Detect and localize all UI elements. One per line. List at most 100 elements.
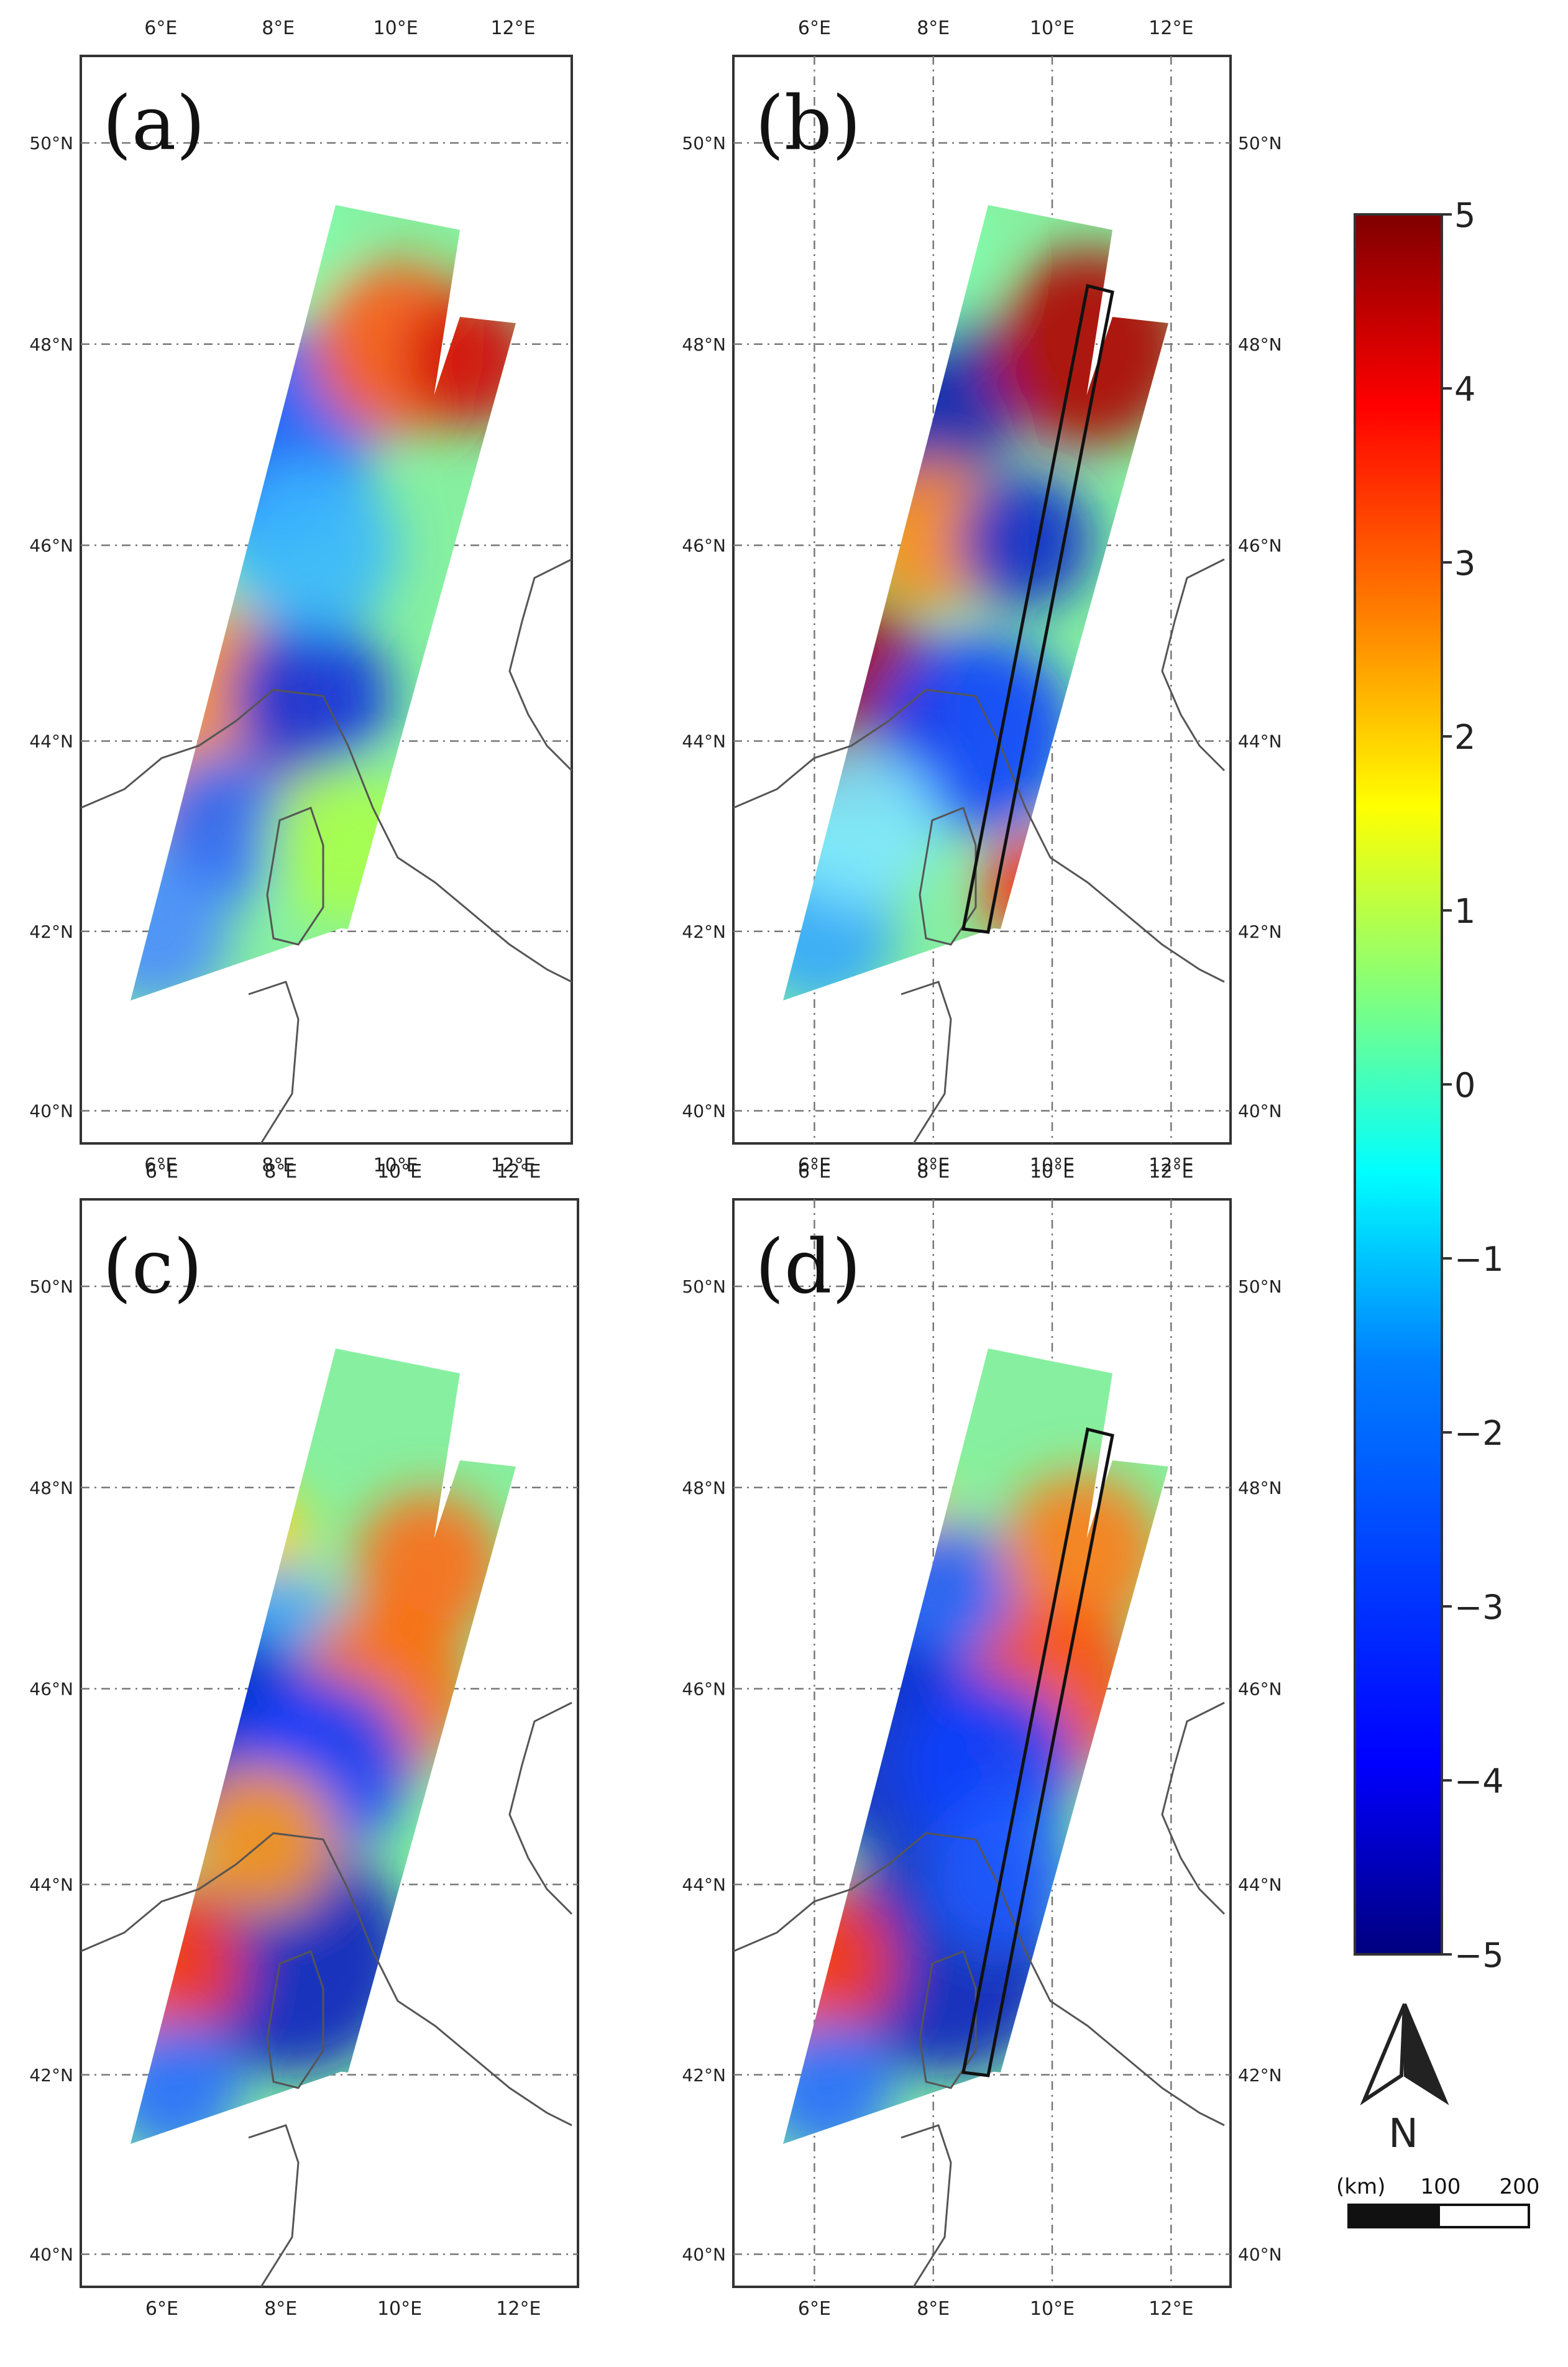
lat-tick-label: 42°N [1238, 922, 1282, 942]
lat-tick-label: 46°N [29, 536, 73, 556]
lat-tick-label: 50°N [682, 1276, 726, 1297]
lon-tick-label: 10°E [1030, 1161, 1075, 1183]
lon-tick-label: 8°E [917, 1161, 950, 1183]
colorbar-tick-label: 1 [1454, 892, 1475, 931]
colorbar-ticks: 5 4 3 2 1 0 −1 −2 −3 −4 −5 [1442, 196, 1504, 1975]
panel-label: (a) [103, 81, 205, 167]
lat-tick-label: 50°N [1238, 133, 1282, 153]
colorbar-tick-label: 3 [1454, 544, 1475, 583]
lat-tick-label: 46°N [682, 536, 726, 556]
lon-tick-label: 8°E [917, 17, 950, 39]
data-swath [733, 205, 1226, 1144]
colorbar-gradient [1354, 213, 1443, 1956]
lat-tick-label: 50°N [29, 1276, 73, 1297]
lat-tick-label: 48°N [1238, 1478, 1282, 1498]
lat-tick-label: 40°N [682, 2245, 726, 2265]
lat-tick-label: 46°N [1238, 1679, 1282, 1700]
lon-tick-label: 6°E [798, 1155, 831, 1176]
lat-tick-label: 40°N [1238, 2245, 1282, 2265]
lon-tick-label: 8°E [262, 17, 295, 39]
map-panel-c: 6°E 6°E 8°E 8°E 10°E 10°E 12°E 12°E 50°N 48°N 46°N… [29, 1161, 579, 2320]
country-borders [80, 558, 573, 1144]
north-arrow-icon: N [1360, 2003, 1449, 2157]
lat-tick-label: 44°N [682, 731, 726, 752]
country-borders [733, 1701, 1226, 2287]
map-panel-b: 6°E 6°E 8°E 8°E 10°E 10°E 12°E 12°E 50°N 50°N 48°N… [682, 17, 1281, 1176]
lat-tick-label: 48°N [1238, 334, 1282, 355]
colorbar-tick-label: 5 [1454, 196, 1475, 235]
colorbar-tick-label: 0 [1454, 1066, 1475, 1105]
map-panels: 6°E6°E8°E8°E10°E10°E12°E12°E50°N48°N46°N… [29, 17, 1281, 2320]
lat-tick-label: 42°N [682, 2065, 726, 2085]
lon-tick-label: 8°E [264, 1161, 297, 1183]
country-borders [80, 1701, 573, 2287]
lon-tick-label: 10°E [374, 17, 418, 39]
lon-tick-label: 10°E [377, 1161, 422, 1183]
colorbar-tick-label: −1 [1454, 1240, 1504, 1279]
lat-tick-label: 46°N [29, 1679, 73, 1700]
lon-tick-label: 6°E [144, 17, 177, 39]
lat-tick-label: 44°N [29, 731, 73, 752]
lon-tick-label: 12°E [490, 1155, 535, 1176]
colorbar: 5 4 3 2 1 0 −1 −2 −3 −4 −5 [1354, 196, 1504, 1975]
lat-tick-label: 42°N [29, 2065, 73, 2085]
lat-tick-label: 46°N [682, 1679, 726, 1700]
lat-tick-label: 46°N [1238, 536, 1282, 556]
track-outline [961, 1427, 1114, 2077]
panel-label: (b) [755, 81, 861, 167]
lon-tick-label: 10°E [1030, 17, 1075, 39]
lon-tick-label: 10°E [374, 1155, 418, 1176]
lon-tick-label: 12°E [1148, 1161, 1193, 1183]
lat-tick-label: 40°N [29, 1101, 73, 1122]
lat-tick-label: 50°N [1238, 1276, 1282, 1297]
lon-tick-label: 8°E [917, 2298, 950, 2320]
lon-tick-label: 12°E [490, 17, 535, 39]
lat-tick-label: 44°N [29, 1875, 73, 1895]
lon-tick-label: 8°E [917, 1155, 950, 1176]
colorbar-tick-label: −2 [1454, 1414, 1504, 1453]
lat-tick-label: 44°N [682, 1875, 726, 1895]
scale-bar-white-segment [1437, 2204, 1530, 2228]
lon-tick-label: 12°E [1148, 2298, 1193, 2320]
lon-tick-label: 8°E [262, 1155, 295, 1176]
scale-bar-black-segment [1347, 2204, 1440, 2228]
colorbar-tick-label: −4 [1454, 1762, 1504, 1801]
lon-tick-label: 10°E [377, 2298, 422, 2320]
lat-tick-label: 48°N [29, 334, 73, 355]
lat-tick-label: 40°N [1238, 1101, 1282, 1122]
lon-tick-label: 8°E [264, 2298, 297, 2320]
lon-tick-label: 12°E [1148, 1155, 1193, 1176]
country-borders [733, 558, 1226, 1144]
lat-tick-label: 42°N [29, 922, 73, 942]
lat-tick-label: 40°N [682, 1101, 726, 1122]
lon-tick-label: 12°E [1148, 17, 1193, 39]
lon-tick-label: 6°E [798, 17, 831, 39]
colorbar-tick-label: −3 [1454, 1588, 1504, 1627]
lon-tick-label: 6°E [145, 1161, 178, 1183]
lat-tick-label: 44°N [1238, 731, 1282, 752]
map-panel-d: 6°E 6°E 8°E 8°E 10°E 10°E 12°E 12°E 50°N 50°N 48°N… [682, 1161, 1281, 2320]
lon-tick-label: 10°E [1030, 2298, 1075, 2320]
map-panel-a: 6°E 6°E 8°E 8°E 10°E 10°E 12°E 12°E 50°N 48°N 46°N… [29, 17, 573, 1176]
scale-bar-unit: (km) [1336, 2174, 1385, 2199]
lat-tick-label: 42°N [682, 922, 726, 942]
track-outline [961, 283, 1114, 934]
scale-bar-label-200: 200 [1500, 2174, 1540, 2199]
lon-tick-label: 10°E [1030, 1155, 1075, 1176]
panel-label: (d) [755, 1224, 861, 1311]
lon-tick-label: 12°E [496, 2298, 541, 2320]
lat-tick-label: 42°N [1238, 2065, 1282, 2085]
scale-bar-label-100: 100 [1421, 2174, 1461, 2199]
north-arrow-label: N [1388, 2111, 1418, 2157]
lat-tick-label: 40°N [29, 2245, 73, 2265]
colorbar-tick-label: 4 [1454, 370, 1475, 409]
lon-tick-label: 6°E [144, 1155, 177, 1176]
colorbar-tick-label: 2 [1454, 718, 1475, 757]
lon-tick-label: 6°E [798, 1161, 831, 1183]
scale-bar: (km) 100 200 [1336, 2174, 1540, 2228]
lat-tick-label: 48°N [682, 334, 726, 355]
lat-tick-label: 44°N [1238, 1875, 1282, 1895]
lat-tick-label: 48°N [29, 1478, 73, 1498]
lon-tick-label: 12°E [496, 1161, 541, 1183]
